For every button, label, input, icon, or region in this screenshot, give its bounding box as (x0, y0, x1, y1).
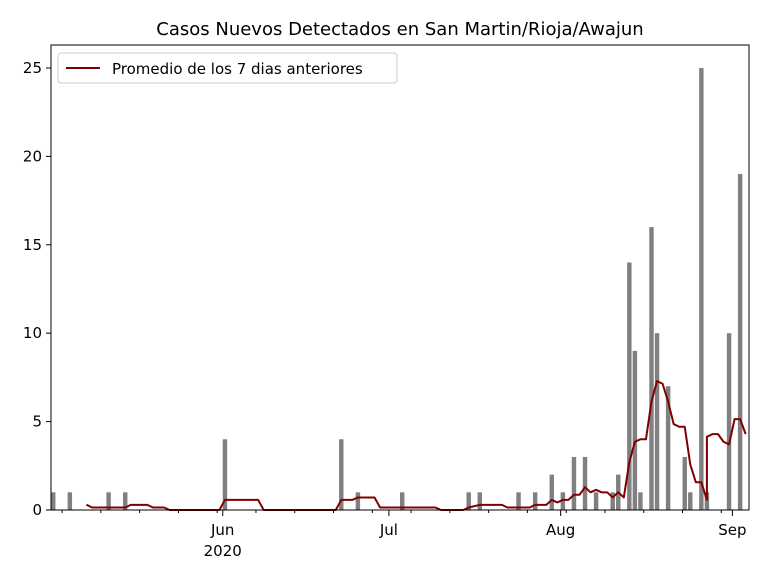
bar (339, 439, 344, 510)
bar (682, 456, 687, 510)
bar (688, 492, 693, 510)
plot-frame (50, 44, 750, 511)
bar (649, 227, 654, 510)
bar (222, 439, 228, 510)
x-tick-label: Jun (210, 521, 234, 539)
y-tick-label: 25 (23, 59, 42, 77)
y-tick-label: 0 (32, 501, 42, 519)
bar (51, 492, 56, 510)
legend-frame (57, 52, 398, 84)
bar (516, 492, 521, 510)
bar (477, 492, 482, 510)
bar (699, 67, 704, 510)
bar (665, 386, 671, 510)
bar (532, 492, 538, 510)
y-tick-label: 5 (32, 413, 42, 431)
bar (704, 492, 710, 510)
x-tick-label: Aug (546, 521, 575, 539)
bar (627, 262, 632, 510)
x-tick-label: Jul (379, 521, 398, 539)
bar (466, 492, 471, 510)
bar (549, 474, 555, 510)
y-tick-label: 10 (23, 324, 42, 342)
bar (355, 492, 361, 510)
bar (400, 492, 405, 510)
bar (560, 492, 566, 510)
legend: Promedio de los 7 dias anteriores (57, 52, 398, 84)
x-tick-label: Sep (718, 521, 746, 539)
bar (67, 492, 73, 510)
bar (610, 492, 615, 510)
bar (726, 333, 732, 510)
y-tick-label: 20 (23, 147, 42, 165)
bar (571, 456, 577, 510)
legend-label: Promedio de los 7 dias anteriores (112, 60, 363, 78)
average-line (85, 380, 747, 511)
line-series (85, 380, 747, 511)
axes: 0 5 10 15 20 25 Jun 2020 Jul Aug Sep (23, 44, 750, 560)
bar (632, 350, 638, 510)
x-tick-sublabel: 2020 (204, 542, 242, 560)
y-tick-label: 15 (23, 236, 42, 254)
bar (737, 174, 743, 511)
bar (582, 456, 588, 510)
bar-series (51, 67, 743, 511)
bar (593, 492, 599, 510)
bar (123, 492, 128, 510)
chart-title: Casos Nuevos Detectados en San Martin/Ri… (156, 19, 643, 40)
bar (654, 333, 660, 510)
bar (106, 492, 111, 510)
bar (638, 492, 643, 510)
